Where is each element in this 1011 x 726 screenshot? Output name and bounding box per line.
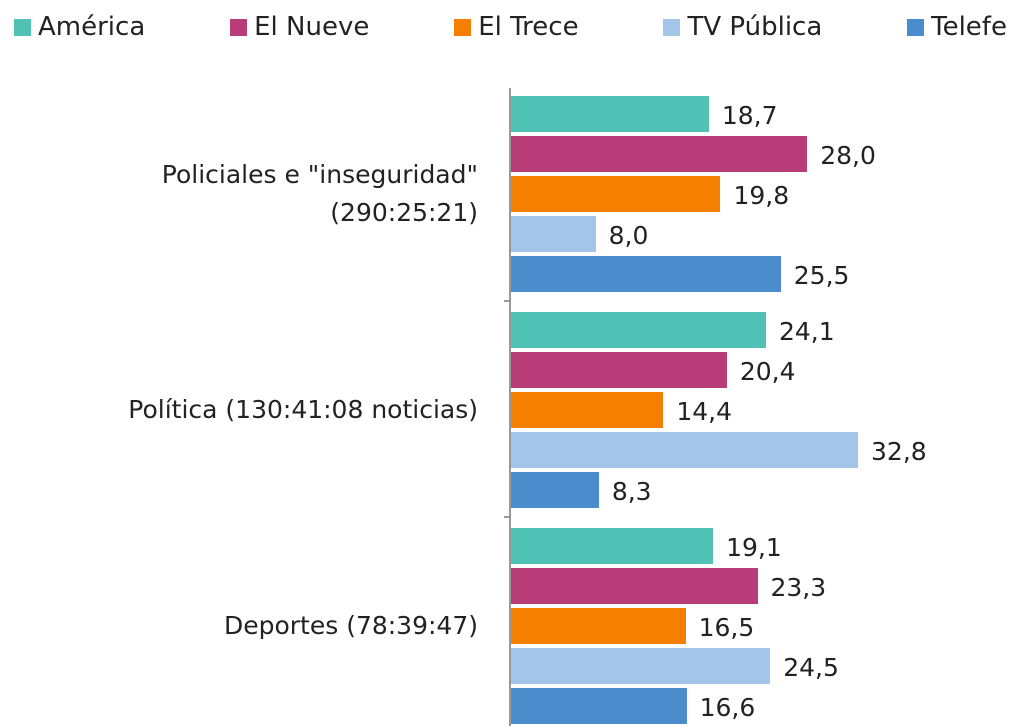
bar — [511, 216, 596, 252]
bar — [511, 96, 709, 132]
bar — [511, 568, 758, 604]
tick — [504, 516, 510, 518]
legend-label: Telefe — [931, 12, 1007, 42]
value-label: 25,5 — [793, 261, 850, 290]
bar — [511, 472, 599, 508]
legend-swatch — [230, 18, 248, 36]
bar — [511, 608, 686, 644]
bar — [511, 312, 766, 348]
value-label: 19,8 — [733, 181, 790, 210]
axis-line — [509, 88, 511, 726]
value-label: 28,0 — [820, 141, 876, 170]
legend-swatch — [454, 18, 472, 36]
value-label: 8,0 — [608, 221, 649, 250]
legend-item: El Trece — [454, 12, 579, 42]
bar — [511, 432, 859, 468]
tick — [504, 300, 510, 302]
value-label: 23,3 — [770, 573, 827, 602]
legend-swatch — [663, 18, 681, 36]
value-label: 16,5 — [698, 613, 755, 642]
category-label: Policiales e "inseguridad" (290:25:21) — [161, 160, 478, 227]
bar — [511, 392, 664, 428]
value-label: 18,7 — [721, 101, 778, 130]
category-label: Deportes (78:39:47) — [223, 611, 478, 640]
legend-label: El Nueve — [254, 12, 370, 42]
bar — [511, 352, 727, 388]
legend-item: TV Pública — [663, 12, 822, 42]
legend-item: Telefe — [907, 12, 1007, 42]
legend-item: América — [14, 12, 145, 42]
value-label: 24,5 — [783, 653, 839, 682]
legend-item: El Nueve — [230, 12, 369, 42]
legend-label: América — [38, 12, 146, 42]
legend-label: TV Pública — [687, 12, 823, 42]
value-label: 8,3 — [611, 477, 652, 506]
value-label: 19,1 — [726, 533, 782, 562]
value-label: 32,8 — [871, 437, 927, 466]
legend: América El Nueve El Trece TV Pública Telefe — [14, 12, 1007, 42]
bar — [511, 136, 808, 172]
legend-swatch — [907, 18, 925, 36]
category-label: Política (130:41:08 noticias) — [128, 395, 478, 424]
bar — [511, 648, 771, 684]
value-label: 24,1 — [778, 317, 835, 346]
value-label: 14,4 — [676, 397, 733, 426]
value-label: 16,6 — [699, 693, 756, 722]
legend-label: El Trece — [478, 12, 579, 42]
value-label: 20,4 — [739, 357, 796, 386]
legend-swatch — [14, 18, 31, 36]
bar — [511, 256, 781, 292]
bar — [511, 176, 721, 212]
bar — [511, 688, 687, 724]
bar — [511, 528, 714, 564]
